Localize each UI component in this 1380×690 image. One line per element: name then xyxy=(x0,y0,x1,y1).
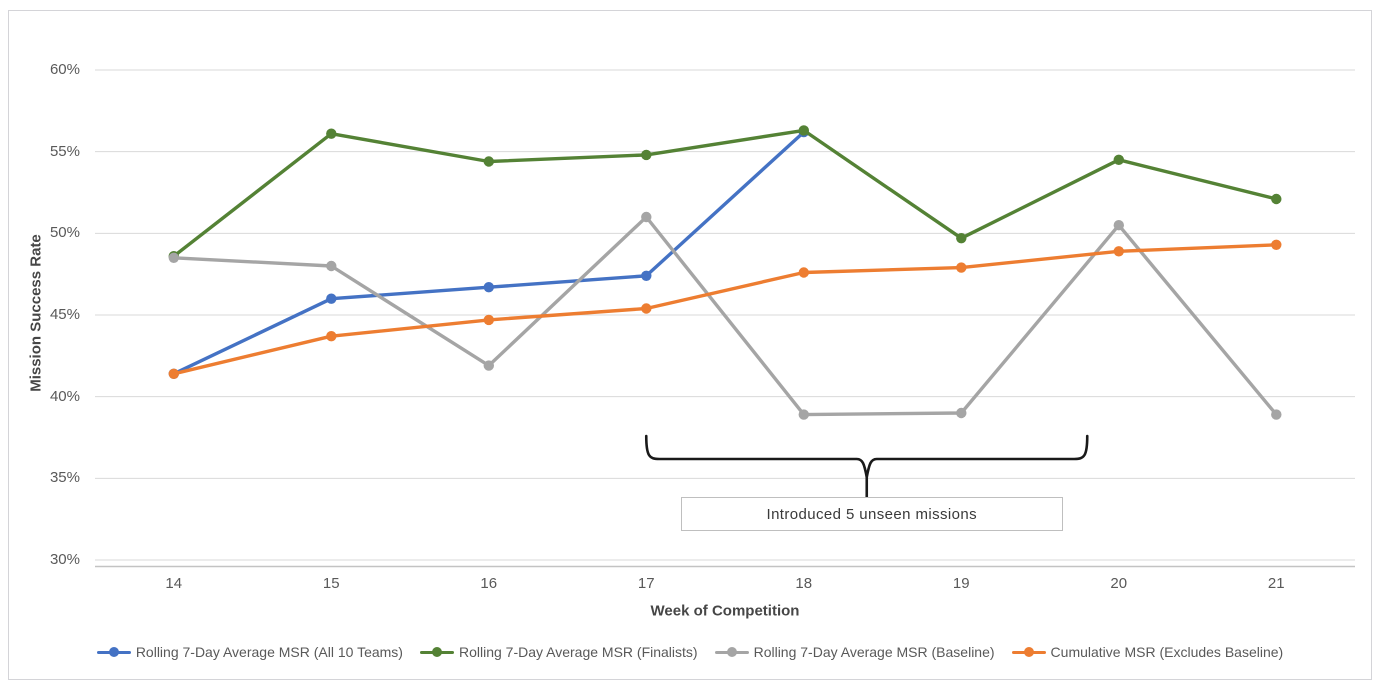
data-point-marker xyxy=(956,407,967,419)
data-point-marker xyxy=(483,314,494,326)
legend-label: Rolling 7-Day Average MSR (Finalists) xyxy=(458,644,698,660)
data-point-marker xyxy=(1113,154,1125,165)
y-tick-label: 50% xyxy=(49,224,80,242)
data-point-marker xyxy=(168,252,179,263)
data-point-marker xyxy=(798,125,809,136)
series-line-3 xyxy=(172,243,1278,376)
data-point-marker xyxy=(798,409,809,420)
x-tick-label: 14 xyxy=(165,575,183,592)
legend-label: Rolling 7-Day Average MSR (Baseline) xyxy=(753,644,995,660)
x-axis-title: Week of Competition xyxy=(650,602,800,620)
x-tick-label: 18 xyxy=(795,575,813,592)
data-point-marker xyxy=(956,233,967,244)
legend-item-3: Cumulative MSR (Excludes Baseline) xyxy=(1011,644,1284,660)
legend-label: Rolling 7-Day Average MSR (All 10 Teams) xyxy=(135,644,403,660)
data-point-marker xyxy=(1271,239,1282,250)
legend: Rolling 7-Day Average MSR (All 10 Teams)… xyxy=(0,644,1380,660)
y-tick-label: 45% xyxy=(49,306,80,323)
data-point-marker xyxy=(483,360,494,371)
legend-line-dot-icon xyxy=(1011,647,1046,658)
annotation-box: Introduced 5 unseen missions xyxy=(680,497,1063,531)
data-point-marker xyxy=(168,368,179,379)
annotation-brace xyxy=(644,434,1089,478)
series-line-2 xyxy=(172,215,1278,417)
legend-item-0: Rolling 7-Day Average MSR (All 10 Teams) xyxy=(96,644,403,660)
x-tick-label: 20 xyxy=(1110,575,1128,592)
legend-line-dot-icon xyxy=(96,647,131,658)
legend-line-dot-icon xyxy=(419,647,454,658)
legend-item-2: Rolling 7-Day Average MSR (Baseline) xyxy=(714,644,995,660)
data-point-marker xyxy=(1113,246,1125,257)
data-point-marker xyxy=(483,282,494,293)
data-point-marker xyxy=(641,211,652,223)
y-tick-label: 30% xyxy=(49,551,80,568)
y-tick-label: 35% xyxy=(49,469,80,487)
data-point-marker xyxy=(326,331,337,342)
legend-item-1: Rolling 7-Day Average MSR (Finalists) xyxy=(419,644,698,660)
x-tick-label: 15 xyxy=(322,575,340,592)
series-line-0 xyxy=(172,130,806,376)
data-point-marker xyxy=(956,262,967,273)
data-point-marker xyxy=(798,267,809,278)
legend-label: Cumulative MSR (Excludes Baseline) xyxy=(1050,644,1284,660)
legend-line-dot-icon xyxy=(714,647,749,658)
x-tick-label: 19 xyxy=(952,575,970,592)
series-line-1 xyxy=(172,128,1278,258)
data-point-marker xyxy=(326,260,337,272)
data-point-marker xyxy=(483,156,494,167)
x-tick-label: 21 xyxy=(1267,575,1285,592)
data-point-marker xyxy=(641,303,652,314)
data-point-marker xyxy=(326,293,337,304)
x-tick-label: 17 xyxy=(637,575,655,592)
y-tick-label: 55% xyxy=(49,142,80,160)
data-point-marker xyxy=(1271,409,1282,420)
y-tick-label: 60% xyxy=(49,61,80,78)
data-point-marker xyxy=(326,128,337,139)
data-point-marker xyxy=(1271,193,1282,205)
y-tick-label: 40% xyxy=(49,387,80,405)
data-point-marker xyxy=(1113,220,1125,231)
data-point-marker xyxy=(641,270,652,281)
x-tick-label: 16 xyxy=(480,575,498,592)
y-axis-title: Mission Success Rate xyxy=(27,234,45,392)
annotation-text: Introduced 5 unseen missions xyxy=(766,505,977,523)
data-point-marker xyxy=(641,149,652,161)
